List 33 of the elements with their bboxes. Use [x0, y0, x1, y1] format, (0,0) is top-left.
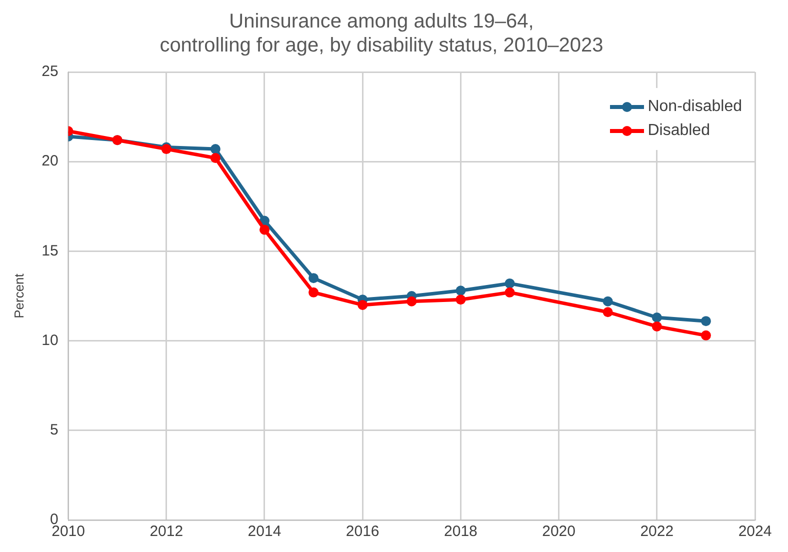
point: [210, 144, 220, 154]
point: [406, 296, 417, 306]
point: [700, 330, 711, 340]
point: [504, 287, 515, 298]
y-axis-title: Percent: [11, 273, 26, 318]
point: [504, 278, 515, 288]
x-tick-label: 2018: [444, 523, 478, 540]
x-tick-label: 2022: [640, 523, 674, 540]
y-tick-label: 15: [42, 242, 58, 260]
point: [308, 287, 319, 298]
y-tick-label: 20: [42, 152, 58, 170]
y-tick-label: 10: [42, 332, 58, 349]
point: [259, 224, 270, 235]
x-tick-label: 2020: [542, 523, 576, 540]
point: [602, 296, 613, 306]
legend-label: Non-disabled: [648, 98, 742, 116]
y-tick-label: 5: [50, 422, 58, 439]
point: [210, 153, 220, 164]
point: [700, 316, 711, 326]
chart-title: Uninsurance among adults 19–64, controlling for age, by disability status, 2010–2023: [160, 10, 604, 57]
point: [652, 321, 662, 332]
point: [456, 294, 466, 305]
y-tick-label: 25: [42, 63, 58, 80]
x-tick-label: 2016: [346, 523, 380, 540]
point: [308, 273, 319, 284]
point: [602, 307, 613, 318]
x-tick-label: 2014: [248, 523, 282, 540]
x-tick-label: 2024: [738, 523, 772, 540]
point: [652, 312, 662, 323]
legend-label: Disabled: [648, 122, 710, 140]
point: [456, 286, 466, 296]
point: [358, 300, 368, 310]
x-tick-label: 2012: [150, 523, 184, 540]
